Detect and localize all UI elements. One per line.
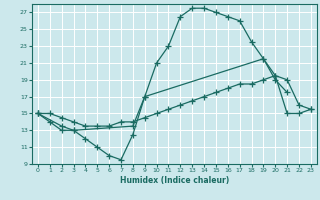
X-axis label: Humidex (Indice chaleur): Humidex (Indice chaleur) [120, 176, 229, 185]
